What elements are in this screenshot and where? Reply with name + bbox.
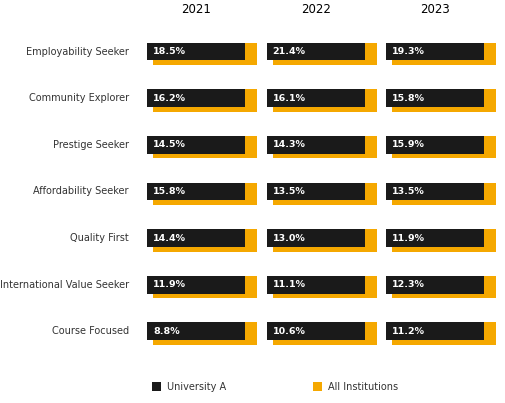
Text: 15.8%: 15.8% — [392, 93, 425, 103]
Bar — [392, 136, 496, 158]
Bar — [386, 43, 484, 60]
Bar — [267, 276, 365, 293]
Text: Employability Seeker: Employability Seeker — [26, 46, 129, 56]
Text: 15.9%: 15.9% — [392, 140, 425, 149]
Bar — [267, 43, 365, 60]
Text: 11.1%: 11.1% — [273, 280, 306, 289]
Bar — [147, 89, 245, 107]
Bar — [153, 183, 257, 205]
Bar — [273, 183, 377, 205]
Text: 13.5%: 13.5% — [392, 187, 425, 196]
Bar — [392, 322, 496, 345]
Bar — [392, 43, 496, 65]
Text: 11.9%: 11.9% — [392, 234, 425, 243]
Text: 2023: 2023 — [420, 3, 450, 16]
Text: Community Explorer: Community Explorer — [29, 93, 129, 103]
Text: 14.3%: 14.3% — [273, 140, 306, 149]
Bar — [147, 322, 245, 340]
Text: 12.3%: 12.3% — [392, 280, 425, 289]
Bar — [386, 89, 484, 107]
Text: 8.8%: 8.8% — [153, 327, 180, 336]
Text: University A: University A — [167, 382, 226, 392]
Bar — [392, 229, 496, 252]
Text: 21.4%: 21.4% — [273, 47, 306, 56]
Bar — [386, 183, 484, 200]
Bar — [273, 322, 377, 345]
Bar — [273, 43, 377, 65]
Bar — [152, 382, 161, 391]
Bar — [273, 136, 377, 158]
Bar — [147, 43, 245, 60]
Text: 18.5%: 18.5% — [153, 47, 186, 56]
Bar — [267, 322, 365, 340]
Bar — [386, 276, 484, 293]
Text: 10.6%: 10.6% — [273, 327, 306, 336]
Text: 16.1%: 16.1% — [273, 93, 306, 103]
Text: Affordability Seeker: Affordability Seeker — [33, 187, 129, 196]
Text: 16.2%: 16.2% — [153, 93, 186, 103]
Bar — [273, 89, 377, 112]
Bar — [153, 43, 257, 65]
Bar — [386, 136, 484, 154]
Text: 13.0%: 13.0% — [273, 234, 306, 243]
Bar — [153, 229, 257, 252]
Text: Quality First: Quality First — [70, 233, 129, 243]
Bar — [147, 229, 245, 247]
Bar — [313, 382, 322, 391]
Bar — [153, 89, 257, 112]
Bar — [147, 183, 245, 200]
Text: 15.8%: 15.8% — [153, 187, 186, 196]
Bar — [386, 229, 484, 247]
Text: 14.5%: 14.5% — [153, 140, 186, 149]
Bar — [267, 183, 365, 200]
Bar — [267, 89, 365, 107]
Bar — [147, 276, 245, 293]
Bar — [267, 229, 365, 247]
Text: Prestige Seeker: Prestige Seeker — [53, 140, 129, 150]
Text: 14.4%: 14.4% — [153, 234, 186, 243]
Bar — [392, 276, 496, 298]
Bar — [386, 322, 484, 340]
Text: 2022: 2022 — [300, 3, 331, 16]
Text: 2021: 2021 — [181, 3, 211, 16]
Bar — [273, 229, 377, 252]
Bar — [153, 136, 257, 158]
Bar — [147, 136, 245, 154]
Text: 11.9%: 11.9% — [153, 280, 186, 289]
Text: All Institutions: All Institutions — [328, 382, 398, 392]
Text: Course Focused: Course Focused — [52, 326, 129, 337]
Bar — [153, 276, 257, 298]
Bar — [392, 183, 496, 205]
Bar — [153, 322, 257, 345]
Text: International Value Seeker: International Value Seeker — [0, 280, 129, 290]
Text: 19.3%: 19.3% — [392, 47, 425, 56]
Bar — [267, 136, 365, 154]
Text: 13.5%: 13.5% — [273, 187, 306, 196]
Bar — [392, 89, 496, 112]
Text: 11.2%: 11.2% — [392, 327, 425, 336]
Bar — [273, 276, 377, 298]
